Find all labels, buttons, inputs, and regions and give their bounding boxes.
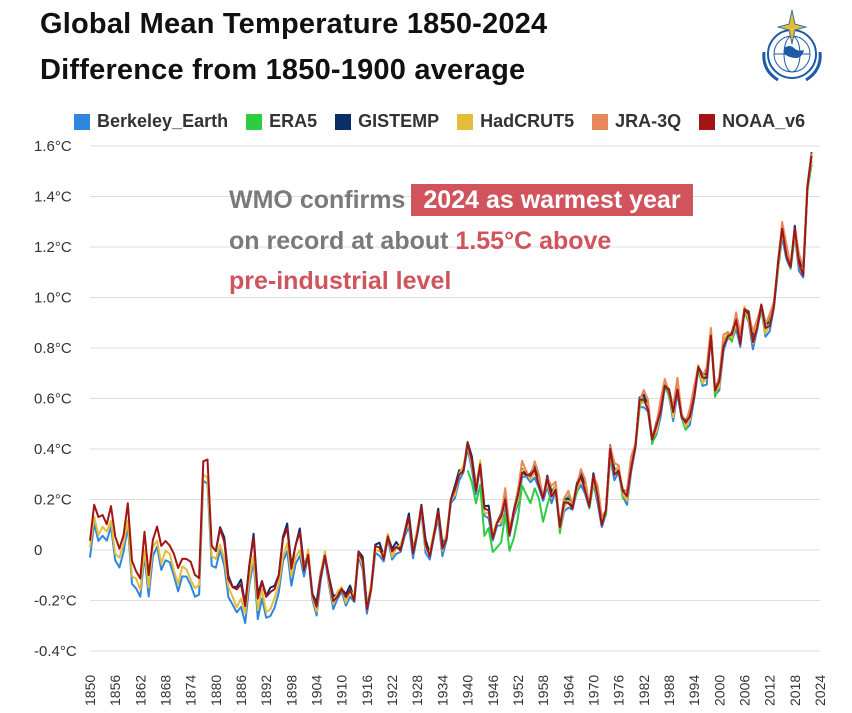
x-tick-label: 1958 (535, 675, 551, 706)
legend-item-era5: ERA5 (246, 111, 317, 132)
y-tick-label: 1.2°C (34, 239, 72, 256)
x-tick-label: 1850 (82, 675, 98, 706)
annotation-line-1: WMO confirms 2024 as warmest year (229, 181, 693, 219)
x-tick-label: 1934 (434, 675, 450, 706)
annotation-text: on record at about (229, 227, 449, 255)
x-tick-label: 2000 (711, 675, 727, 706)
legend-item-jra-3q: JRA-3Q (592, 111, 681, 132)
x-tick-label: 1868 (158, 675, 174, 706)
wmo-logo-icon (762, 9, 822, 82)
x-tick-label: 1976 (611, 675, 627, 706)
x-axis-ticks: 1850 1856 1862 1868 1874 1880 1886 1892 1898 1904… (82, 675, 828, 706)
legend-label: ERA5 (269, 111, 318, 131)
legend-label: GISTEMP (358, 111, 440, 131)
x-tick-label: 1928 (409, 675, 425, 706)
legend-label: Berkeley_Earth (97, 111, 229, 131)
x-tick-label: 1916 (359, 675, 375, 706)
annotation-value: 1.55°C above (455, 227, 612, 255)
legend-label: JRA-3Q (615, 111, 682, 131)
x-tick-label: 1910 (334, 675, 350, 706)
x-tick-label: 1904 (309, 675, 325, 706)
x-tick-label: 2012 (762, 675, 778, 706)
series-lines (89, 152, 813, 624)
x-tick-label: 1940 (460, 675, 476, 706)
x-tick-label: 1892 (258, 675, 274, 706)
legend-swatch (74, 113, 90, 130)
chart-legend: Berkeley_Earth ERA5 GISTEMP HadCRUT5 JRA… (74, 111, 805, 132)
y-tick-label: 0.6°C (34, 391, 72, 408)
x-tick-label: 1982 (636, 675, 652, 706)
legend-swatch (699, 113, 716, 130)
x-tick-label: 1988 (661, 675, 677, 706)
x-tick-label: 2018 (787, 675, 803, 706)
chart-title: Global Mean Temperature 1850-2024 (40, 8, 548, 40)
x-tick-label: 1880 (208, 675, 224, 706)
x-tick-label: 1952 (510, 675, 526, 706)
x-tick-label: 1970 (585, 675, 601, 706)
legend-item-hadcrut5: HadCRUT5 (457, 111, 574, 132)
y-tick-label: 1.4°C (34, 189, 72, 206)
legend-item-gistemp: GISTEMP (335, 111, 439, 132)
x-tick-label: 1898 (283, 675, 299, 706)
annotation-text: WMO confirms (229, 186, 406, 214)
legend-item-berkeley-earth: Berkeley_Earth (74, 111, 228, 132)
annotation-line-2: on record at about 1.55°C above (229, 222, 611, 260)
x-tick-label: 2006 (736, 675, 752, 706)
legend-item-noaa-v6: NOAA_v6 (699, 111, 805, 132)
y-tick-label: -0.2°C (34, 593, 77, 610)
y-tick-label: 1.0°C (34, 290, 72, 307)
chart-subtitle: Difference from 1850-1900 average (40, 54, 526, 86)
x-tick-label: 1946 (485, 675, 501, 706)
y-tick-label: 0.2°C (34, 492, 72, 509)
x-tick-label: 1874 (183, 675, 199, 706)
y-tick-label: 0.4°C (34, 441, 72, 458)
x-tick-label: 1922 (384, 675, 400, 706)
legend-swatch (335, 113, 352, 130)
x-tick-label: 1856 (107, 675, 123, 706)
y-tick-label: 1.6°C (34, 138, 72, 155)
y-tick-label: -0.4°C (34, 643, 77, 660)
x-tick-label: 1862 (132, 675, 148, 706)
legend-label: NOAA_v6 (722, 111, 806, 131)
y-tick-label: 0.8°C (34, 340, 72, 357)
series-line-noaa-v6 (89, 155, 813, 610)
x-tick-label: 1994 (686, 675, 702, 706)
annotation-highlight: 2024 as warmest year (411, 184, 693, 216)
legend-swatch (457, 113, 474, 130)
x-tick-label: 1886 (233, 675, 249, 706)
legend-swatch (592, 113, 609, 130)
y-tick-label: 0 (34, 542, 42, 559)
legend-label: HadCRUT5 (480, 111, 575, 131)
x-tick-label: 2024 (812, 675, 828, 706)
x-tick-label: 1964 (560, 675, 576, 706)
annotation-line-3: pre-industrial level (229, 267, 452, 295)
legend-swatch (246, 113, 263, 130)
y-axis-ticks: -0.4°C -0.2°C 0 0.2°C 0.4°C 0.6°C 0.8°C 1.0°C 1.… (34, 138, 77, 660)
